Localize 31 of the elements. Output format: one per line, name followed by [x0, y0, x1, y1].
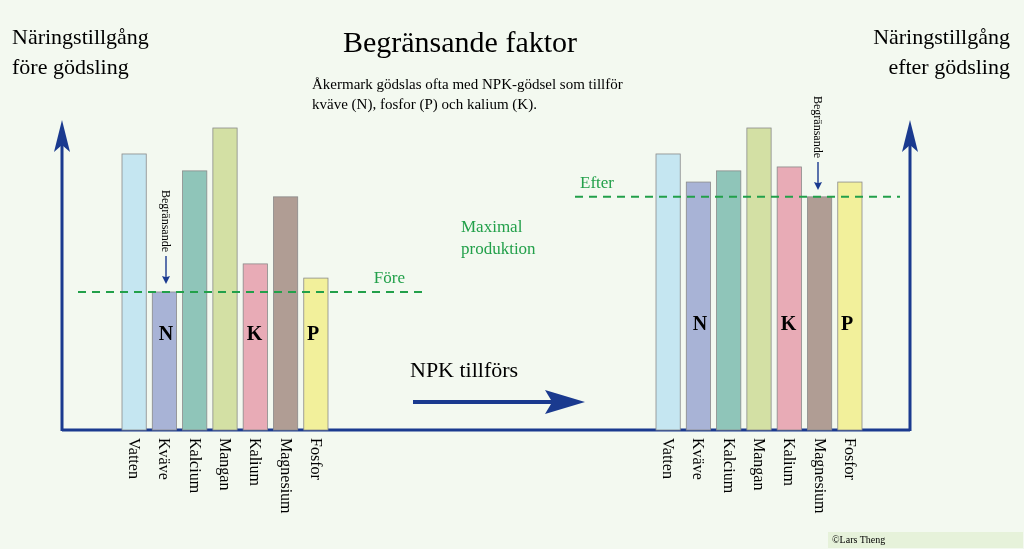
annotation: K — [246, 322, 263, 344]
annotation: N — [692, 312, 708, 334]
x-tick-label: Mangan — [750, 438, 768, 491]
text: Begränsande faktor — [342, 25, 578, 58]
x-tick-label: Fosfor — [841, 438, 859, 481]
x-tick-label: Kalium — [247, 438, 265, 487]
ref-line-label: Efter — [580, 172, 615, 192]
annotation: Begränsande — [159, 190, 173, 252]
y-axis-title: Näringstillgång efter gödsling — [873, 24, 1010, 79]
x-tick-label: Kalium — [781, 438, 799, 487]
text: NPK tillförs — [410, 357, 519, 382]
x-tick-label: Fosfor — [307, 438, 325, 481]
annotation: Begränsande — [811, 96, 825, 158]
annotation: P — [840, 312, 854, 334]
x-tick-label: Magnesium — [276, 438, 295, 515]
x-tick-label: Mangan — [216, 438, 234, 491]
x-tick-label: Kväve — [690, 438, 708, 480]
annotation: P — [306, 322, 320, 344]
ref-line-label: Före — [373, 267, 405, 287]
annotation: N — [158, 322, 174, 344]
x-tick-label: Kalcium — [720, 438, 738, 494]
text: Maximal produktion — [461, 217, 537, 258]
annotation: K — [780, 312, 797, 334]
x-tick-label: Magnesium — [810, 438, 829, 515]
x-tick-label: Vatten — [126, 438, 144, 479]
y-axis-title: Näringstillgång före gödsling — [12, 24, 149, 79]
x-tick-label: Kalcium — [186, 438, 204, 494]
text: Åkermark gödslas ofta med NPK-gödsel som tillför kväve (N), fosfor (P) och kalium (K). — [312, 76, 623, 113]
text: ©Lars Theng — [832, 534, 886, 545]
x-tick-label: Kväve — [156, 438, 174, 480]
x-tick-label: Vatten — [660, 438, 678, 479]
